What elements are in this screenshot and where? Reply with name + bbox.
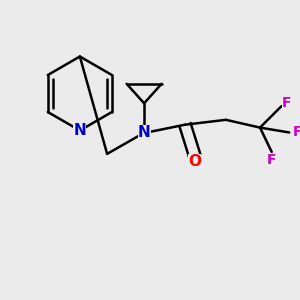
Text: N: N — [138, 125, 151, 140]
Text: N: N — [74, 123, 86, 138]
Text: O: O — [188, 154, 201, 169]
Text: F: F — [267, 153, 276, 167]
Text: F: F — [292, 125, 300, 140]
Text: F: F — [282, 96, 291, 110]
